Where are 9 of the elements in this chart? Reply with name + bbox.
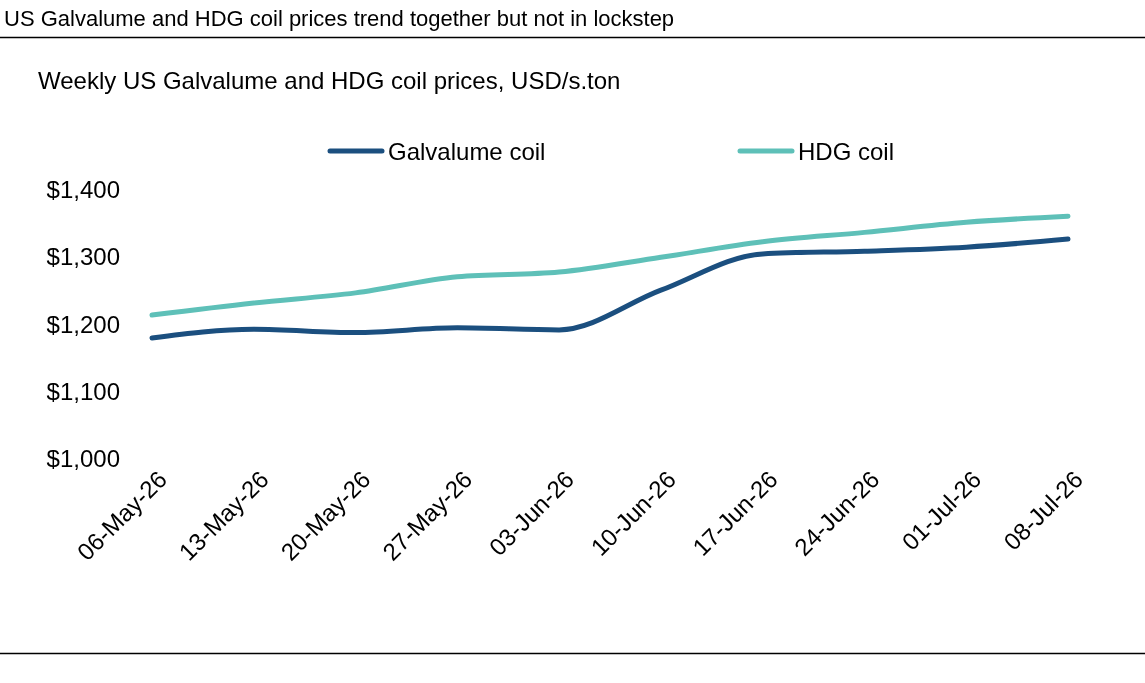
legend-label: HDG coil xyxy=(798,138,895,165)
legend-label: Galvalume coil xyxy=(388,138,546,165)
y-tick-label: $1,000 xyxy=(46,445,120,473)
y-tick-label: $1,100 xyxy=(46,377,120,405)
chart-subtitle: Weekly US Galvalume and HDG coil prices, USD/s.ton xyxy=(38,67,621,94)
y-tick-label: $1,200 xyxy=(46,310,120,338)
chart-title: US Galvalume and HDG coil prices trend together but not in lockstep xyxy=(4,6,675,31)
y-tick-label: $1,400 xyxy=(46,176,120,204)
y-tick-label: $1,300 xyxy=(46,243,120,271)
